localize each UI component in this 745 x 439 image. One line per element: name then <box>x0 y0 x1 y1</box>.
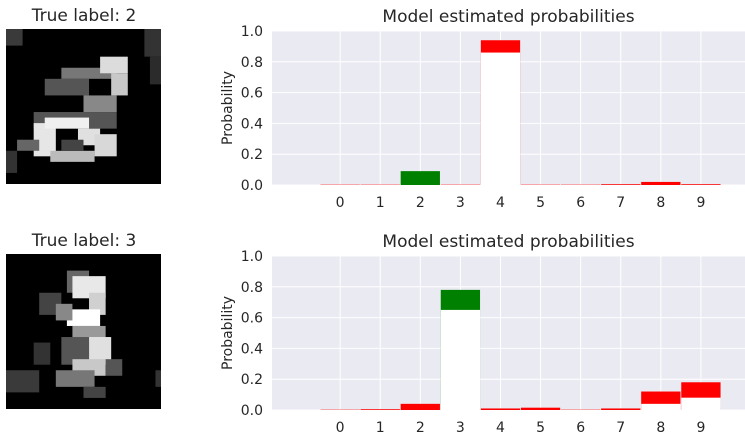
chart-title: Model estimated probabilities <box>382 7 634 27</box>
overlay-bar <box>480 52 521 186</box>
x-tick-label: 1 <box>376 420 385 436</box>
x-tick-label: 8 <box>656 420 665 436</box>
probability-bar-chart: 0.0 0.2 0.4 0.6 0.8 1.0 0 1 2 3 4 5 6 7 8 9 Model estima… <box>220 7 745 211</box>
handwritten-digit-two-image <box>6 29 161 184</box>
x-tick-label: 5 <box>536 195 545 211</box>
x-tick-label: 0 <box>336 195 345 211</box>
x-tick-label: 3 <box>456 195 465 211</box>
y-axis-label: Probability <box>220 71 236 145</box>
y-tick-label: 0.0 <box>241 403 263 419</box>
probability-bar <box>520 407 561 410</box>
y-tick-label: 0.6 <box>241 311 263 327</box>
x-tick-label: 2 <box>416 420 425 436</box>
plot-area <box>272 256 745 410</box>
y-tick-label: 0.8 <box>241 55 263 71</box>
x-tick-label: 0 <box>336 420 345 436</box>
probability-bar <box>360 409 400 410</box>
x-tick-label: 2 <box>416 195 425 211</box>
y-tick-label: 0.2 <box>241 147 263 163</box>
x-tick-label: 9 <box>696 195 705 211</box>
probability-bar <box>601 184 641 185</box>
x-tick-label: 7 <box>616 420 625 436</box>
y-tick-label: 1.0 <box>241 249 263 265</box>
x-tick-label: 7 <box>616 195 625 211</box>
y-tick-label: 0.0 <box>241 178 263 194</box>
overlay-bar <box>641 403 681 410</box>
digit-image <box>6 254 161 409</box>
true-label-title: True label: 2 <box>31 6 137 26</box>
x-tick-label: 5 <box>536 420 545 436</box>
probability-bar <box>400 403 440 410</box>
x-tick-label: 3 <box>456 420 465 436</box>
x-tick-label: 6 <box>576 195 585 211</box>
y-tick-label: 0.2 <box>241 372 263 388</box>
probability-bar <box>641 181 681 185</box>
y-axis-label: Probability <box>220 296 236 370</box>
probability-bar <box>601 408 641 410</box>
x-tick-label: 4 <box>496 420 505 436</box>
x-tick-label: 6 <box>576 420 585 436</box>
overlay-bar <box>440 309 481 410</box>
handwritten-digit-three-image <box>6 254 161 409</box>
x-tick-label: 8 <box>656 195 665 211</box>
y-tick-label: 0.8 <box>241 280 263 296</box>
probability-bar-chart: 0.0 0.2 0.4 0.6 0.8 1.0 0 1 2 3 4 5 6 7 8 9 Model estima… <box>220 232 745 436</box>
x-tick-label: 4 <box>496 195 505 211</box>
x-tick-label: 1 <box>376 195 385 211</box>
y-tick-label: 0.4 <box>241 116 263 132</box>
true-label-title: True label: 3 <box>31 231 137 251</box>
x-tick-label: 9 <box>696 420 705 436</box>
probability-bar <box>480 408 521 410</box>
y-tick-label: 0.4 <box>241 341 263 357</box>
probability-bar <box>400 171 440 185</box>
chart-title: Model estimated probabilities <box>382 232 634 252</box>
probability-bar <box>681 184 721 185</box>
y-tick-label: 0.6 <box>241 86 263 102</box>
digit-image <box>6 29 161 184</box>
y-tick-label: 1.0 <box>241 24 263 40</box>
overlay-bar <box>681 397 721 410</box>
